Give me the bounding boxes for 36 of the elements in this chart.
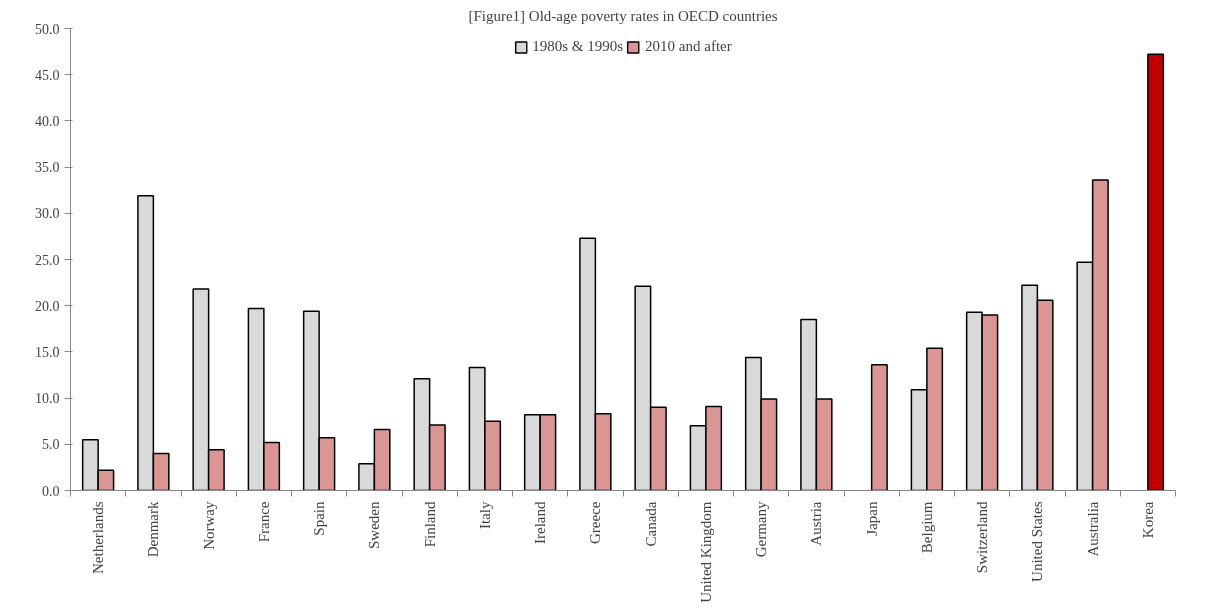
x-tick-label: Norway	[200, 501, 217, 550]
x-tick-label: Korea	[1139, 501, 1156, 539]
y-tick-label: 20.0	[35, 298, 60, 314]
y-tick-label: 0.0	[42, 483, 60, 499]
x-tick-label: Italy	[476, 501, 493, 529]
y-tick-label: 45.0	[35, 67, 60, 83]
x-tick-label: Spain	[311, 501, 328, 536]
y-tick-label: 10.0	[35, 391, 60, 407]
y-tick-label: 40.0	[35, 113, 60, 129]
x-tick-label: United States	[1029, 501, 1046, 582]
y-tick-label: 30.0	[35, 206, 60, 222]
x-tick-label: France	[255, 501, 272, 543]
bar	[870, 364, 888, 491]
x-tick-label: Finland	[421, 501, 438, 548]
y-tick-label: 50.0	[35, 21, 60, 37]
x-tick-label: Netherlands	[90, 501, 107, 574]
x-tick-label: Austria	[808, 501, 825, 546]
chart-title: [Figure1] Old-age poverty rates in OECD countries	[468, 7, 778, 24]
x-tick-label: Sweden	[366, 501, 383, 549]
x-tick-label: Canada	[642, 501, 659, 547]
y-tick-label: 15.0	[35, 344, 60, 360]
x-tick-label: United Kingdom	[697, 501, 714, 603]
y-tick-label: 25.0	[35, 252, 60, 268]
y-tick-label: 5.0	[42, 437, 60, 453]
x-tick-label: Denmark	[145, 501, 162, 558]
y-tick-label: 35.0	[35, 160, 60, 176]
legend-label: 2010 and after	[645, 38, 732, 55]
x-tick-label: Ireland	[532, 501, 549, 544]
legend-label: 1980s & 1990s	[532, 38, 624, 55]
x-tick-label: Greece	[587, 501, 604, 544]
x-tick-label: Australia	[1084, 501, 1101, 557]
bar	[1147, 53, 1165, 491]
x-tick-label: Switzerland	[974, 501, 991, 574]
x-tick-label: Germany	[753, 501, 770, 558]
x-tick-label: Japan	[863, 501, 880, 536]
x-tick-label: Belgium	[918, 501, 935, 554]
